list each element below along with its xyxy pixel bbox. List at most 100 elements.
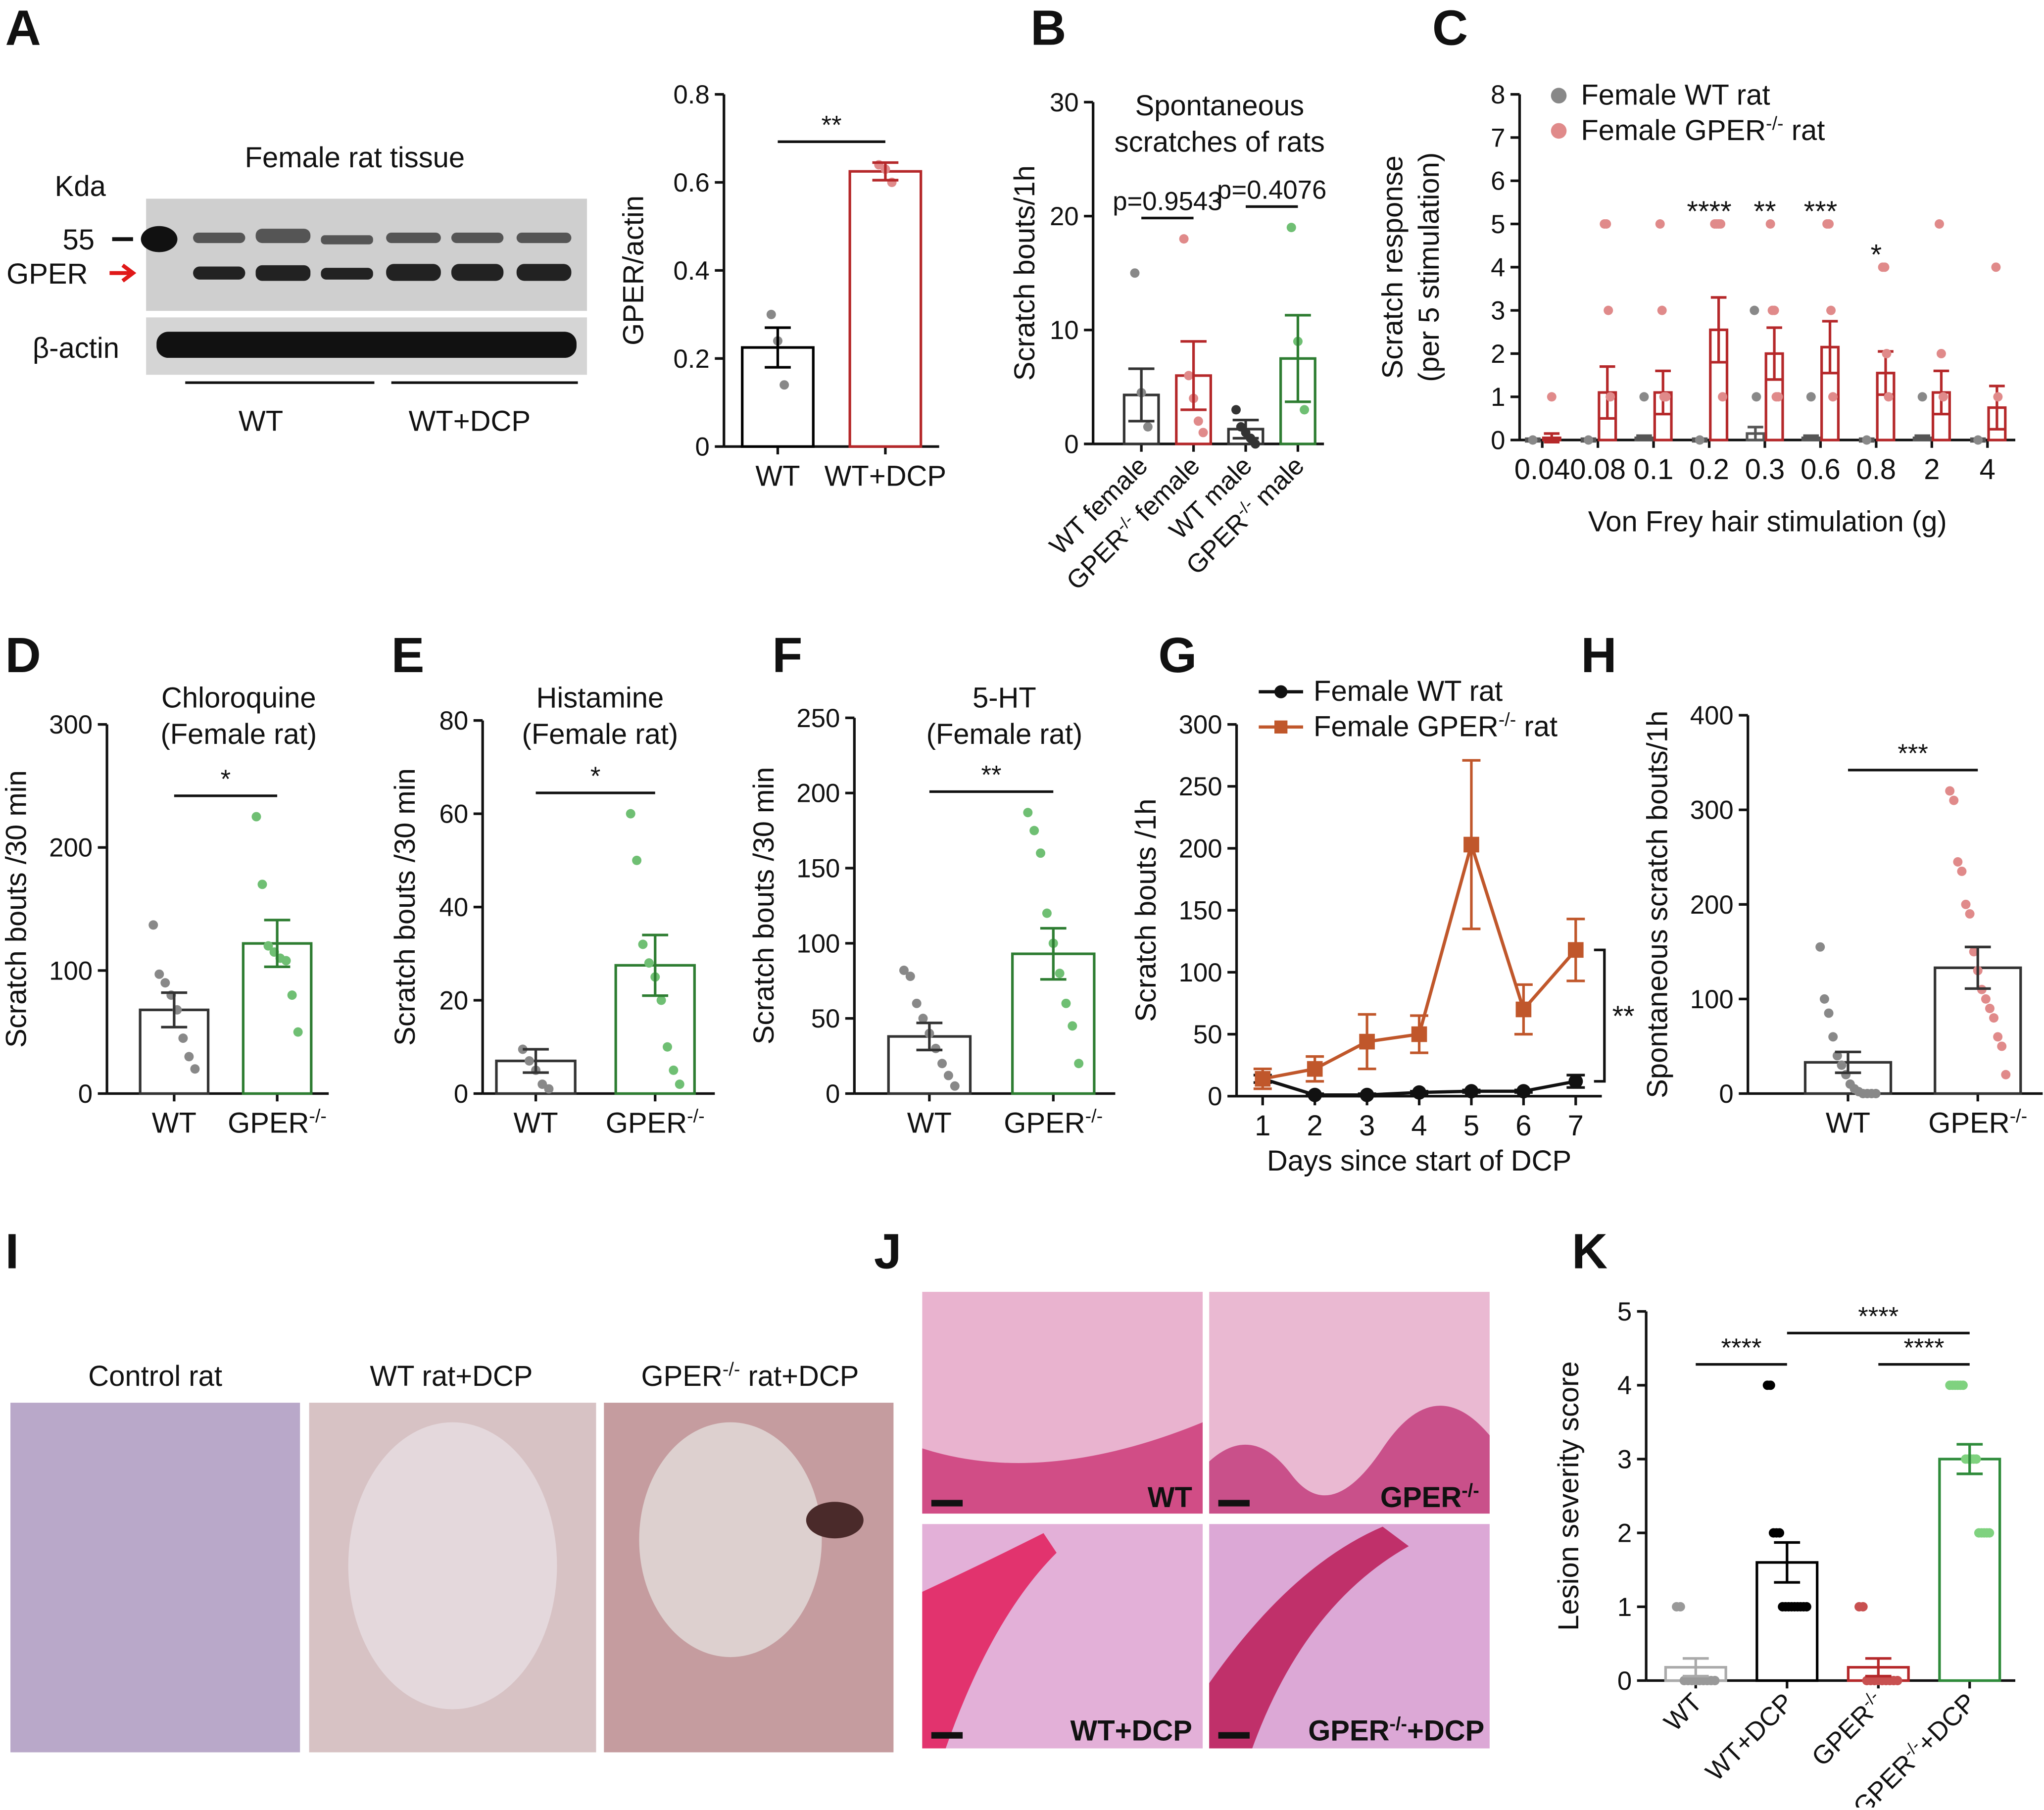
y-tick-label: 5 (1617, 1297, 1632, 1326)
error-bar (1040, 927, 1067, 981)
data-point (1023, 808, 1033, 818)
panel-letter: J (874, 1224, 902, 1279)
panel-letter: I (5, 1224, 19, 1279)
significance-label: *** (1804, 196, 1838, 228)
chart-title: (Female rat) (926, 719, 1083, 750)
y-tick-label: 0 (78, 1079, 93, 1109)
marker (1464, 1084, 1479, 1099)
x-tick-label: 7 (1568, 1110, 1584, 1142)
panel-letter: E (391, 628, 425, 683)
x-tick-label: 2 (1307, 1110, 1323, 1142)
y-tick-label: 1 (1617, 1593, 1632, 1622)
data-point (257, 880, 267, 889)
significance-label: **** (1687, 196, 1731, 228)
data-point (1828, 392, 1838, 402)
y-tick-label: 300 (1179, 710, 1222, 739)
loading-label: β-actin (33, 333, 119, 364)
data-point (1973, 435, 1983, 445)
error-bar (1748, 426, 1763, 441)
band (321, 268, 373, 280)
panel-letter: B (1030, 0, 1066, 55)
band (451, 264, 504, 281)
comparison-label: **** (1904, 1333, 1945, 1363)
comparison-label: *** (1898, 739, 1928, 768)
y-tick-label: 2 (1617, 1519, 1632, 1548)
data-point (1042, 908, 1052, 918)
comparison-label: ** (822, 110, 842, 140)
data-point (1832, 1051, 1842, 1061)
data-point (1193, 416, 1203, 426)
x-tick-label: WT (1658, 1688, 1708, 1737)
panel-letter: F (772, 628, 802, 683)
epidermis (922, 1533, 1057, 1749)
data-point (1997, 1041, 2007, 1051)
data-point (148, 920, 158, 930)
band (193, 232, 245, 244)
comparison-label: ** (981, 761, 1002, 790)
data-point (931, 1043, 941, 1053)
chart-title: 5-HT (973, 682, 1036, 714)
error-bar (1710, 296, 1727, 364)
data-point (1985, 1004, 1995, 1013)
legend-marker (1551, 123, 1567, 139)
western-blot: Female rat tissue Kda 55 GPER β-actin WT… (6, 142, 587, 438)
data-point (1773, 392, 1783, 402)
data-point (1251, 439, 1260, 449)
data-point (1675, 1602, 1685, 1612)
blot-bands (193, 229, 572, 245)
data-point (293, 1027, 303, 1037)
data-point (1036, 848, 1046, 858)
x-tick-label: 0.8 (1856, 454, 1897, 486)
error-bar (1956, 1443, 1983, 1475)
data-point (524, 1056, 534, 1066)
error-bar (1914, 434, 1931, 441)
data-point (1993, 1032, 2003, 1042)
data-point (1826, 305, 1836, 315)
comparison-label: **** (1721, 1333, 1762, 1363)
x-tick-label: 4 (1980, 454, 1995, 486)
marker (1307, 1061, 1323, 1077)
comparison-label: p=0.4076 (1217, 176, 1326, 205)
y-tick-label: 0.8 (674, 80, 710, 109)
blot-membrane (146, 198, 587, 311)
x-tick-label: WT (907, 1108, 952, 1139)
data-point (1716, 219, 1726, 229)
data-point (1286, 223, 1296, 233)
data-point (1957, 866, 1967, 876)
y-tick-label: 3 (1491, 296, 1505, 326)
band (386, 232, 441, 244)
data-point (1917, 392, 1927, 402)
y-tick-label: 400 (1690, 701, 1734, 731)
marker (1463, 836, 1479, 853)
band (193, 266, 245, 280)
legend-label: Female GPER-/- rat (1314, 709, 1557, 742)
y-tick-label: 20 (439, 986, 469, 1015)
data-point (160, 978, 170, 988)
y-tick-label: 0 (826, 1079, 840, 1109)
comparison-label: p=0.9543 (1113, 187, 1222, 216)
y-tick-label: 0 (1064, 430, 1078, 459)
y-tick-label: 60 (439, 800, 469, 829)
x-tick-label: GPER-/- (1928, 1106, 2027, 1139)
marker-label: 55 (63, 224, 95, 256)
data-point (1606, 392, 1615, 402)
data-point (1884, 392, 1894, 402)
panel-letter: A (5, 0, 41, 55)
y-tick-label: 0.6 (674, 168, 710, 197)
data-point (537, 1079, 547, 1089)
y-tick-label: 250 (796, 704, 840, 733)
y-tick-label: 0 (1491, 426, 1505, 455)
y-axis-label: GPER/actin (618, 196, 649, 345)
band (516, 232, 572, 244)
significance-bracket (1594, 948, 1606, 1083)
chart-title: Histamine (536, 682, 664, 714)
chart: 0 100 200 300 Scratch bouts /30 min Chloroqui… (1, 682, 329, 1139)
error-bar (916, 1022, 943, 1052)
legend-marker (1551, 88, 1567, 104)
y-axis-label: Scratch bouts /30 min (1, 770, 33, 1048)
photo-label: Control rat (88, 1361, 222, 1392)
kda-label: Kda (55, 171, 106, 202)
y-tick-label: 10 (1050, 316, 1079, 345)
y-tick-label: 3 (1617, 1445, 1632, 1474)
data-point (1775, 1528, 1785, 1538)
